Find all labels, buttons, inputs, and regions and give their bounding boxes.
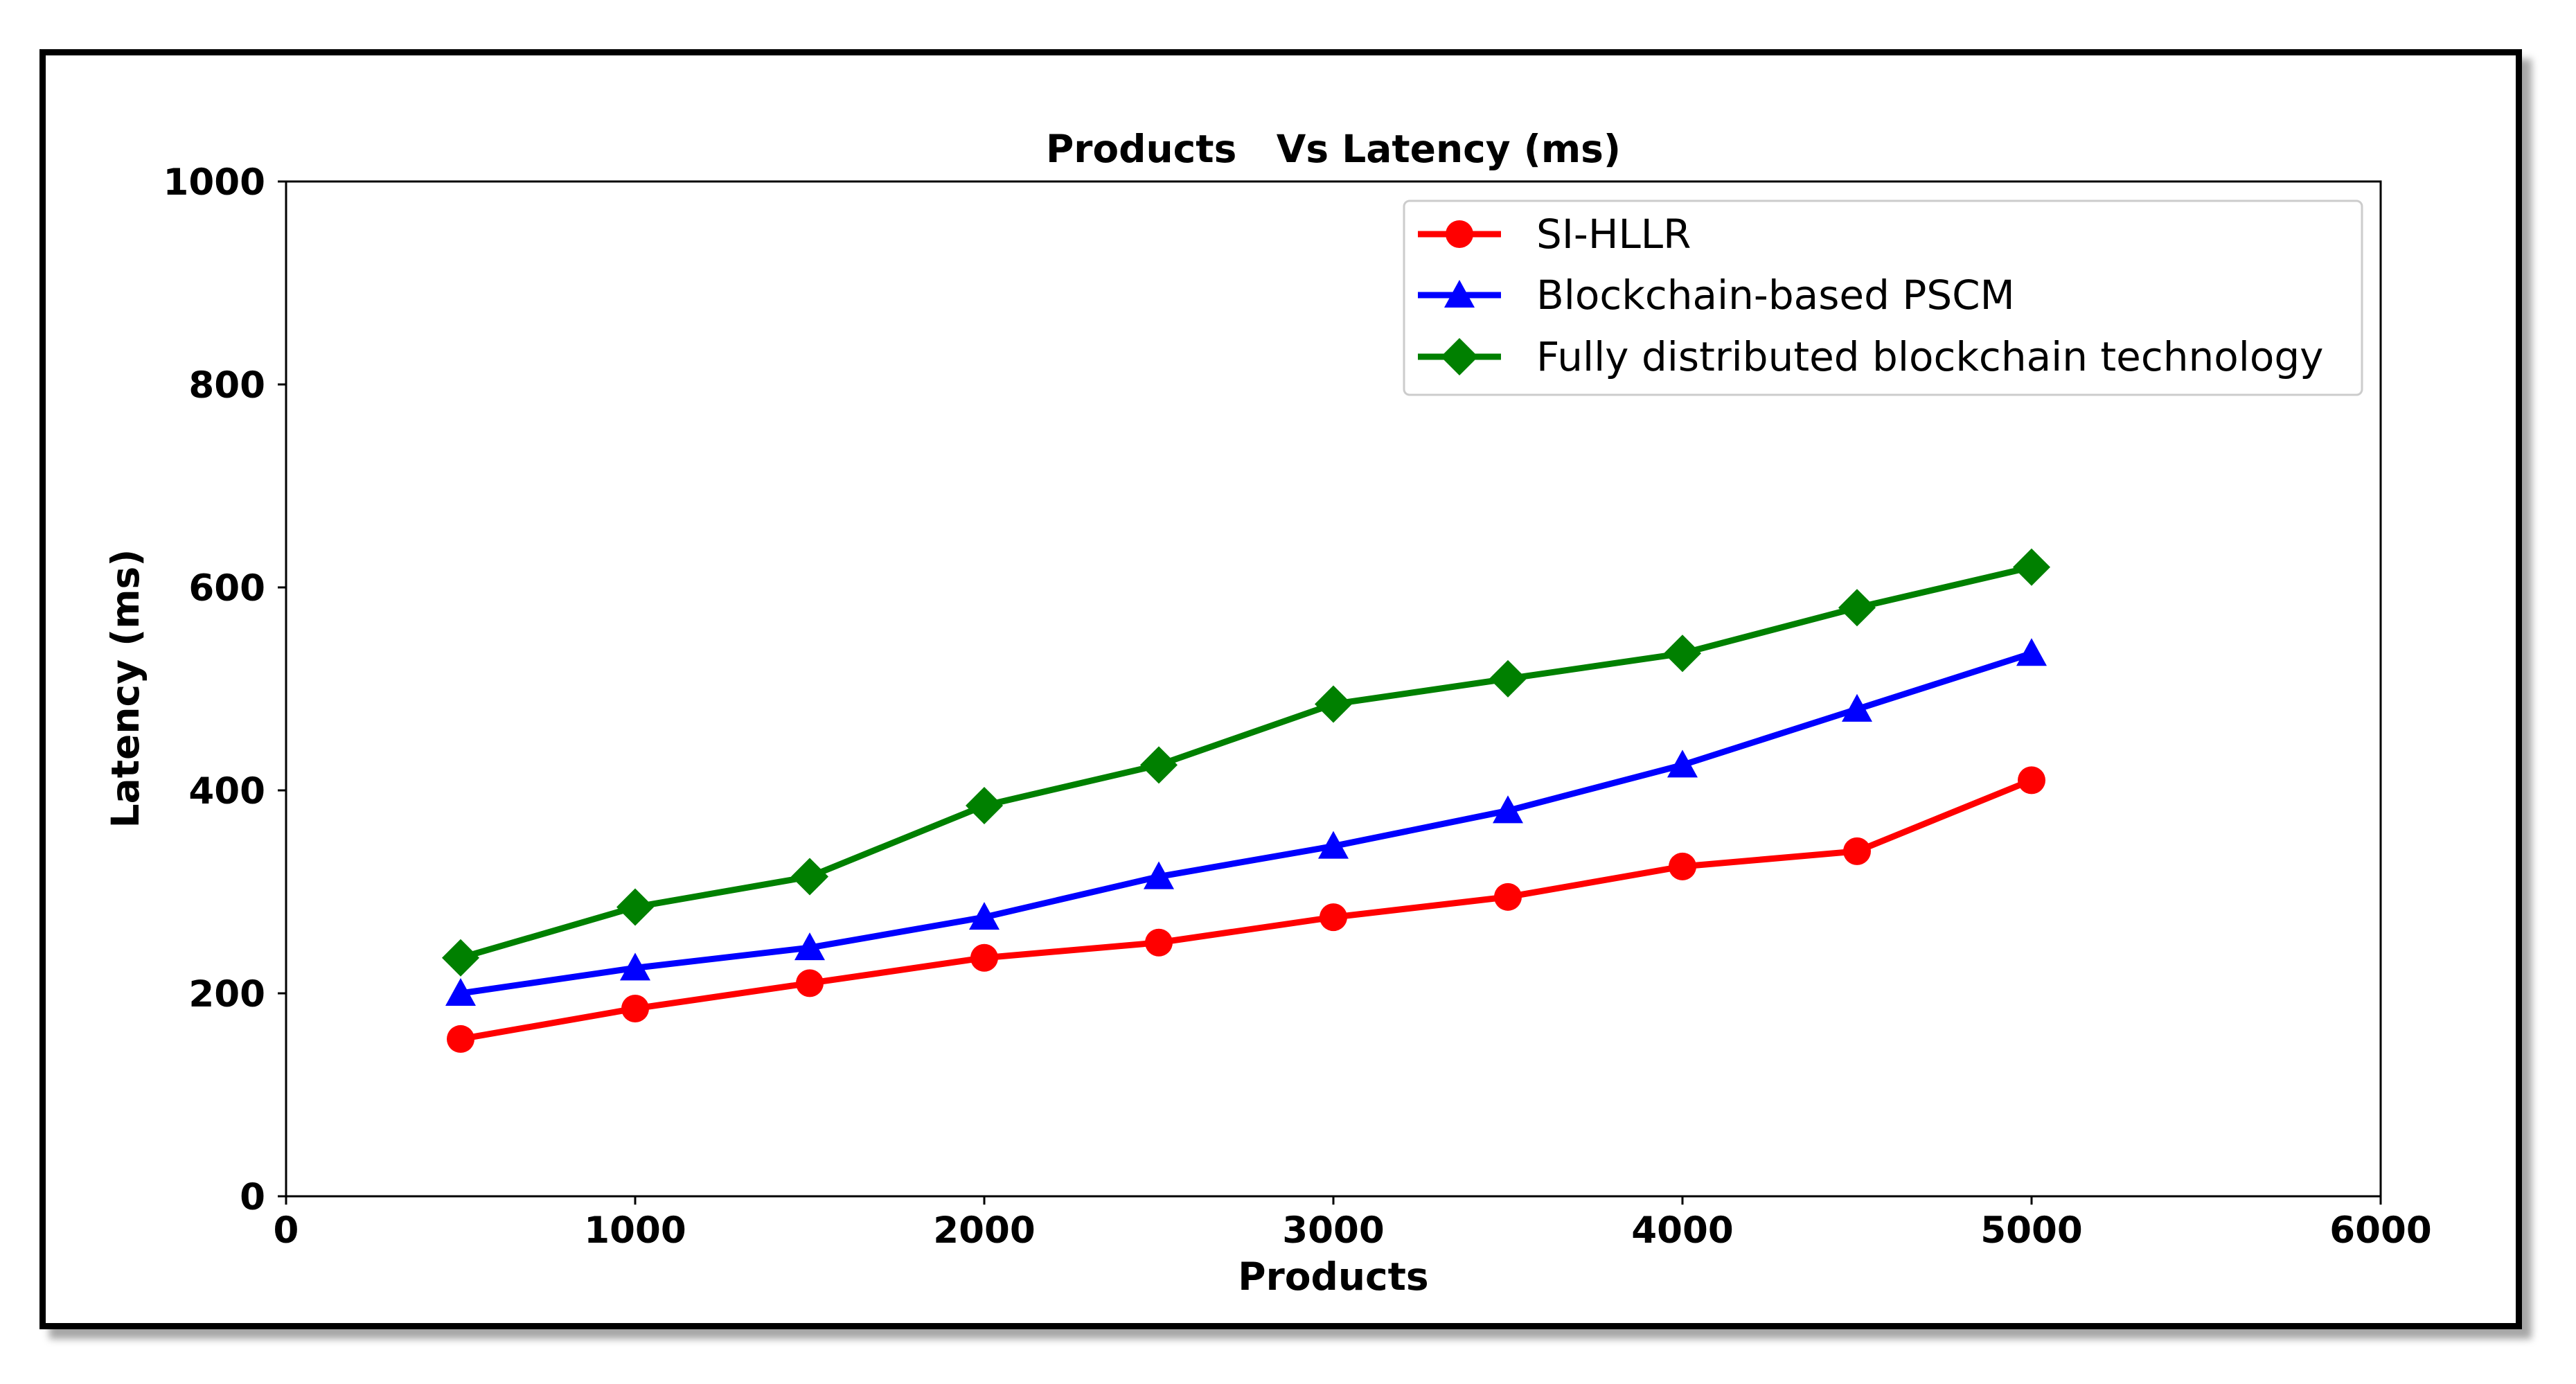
data-point	[969, 902, 1000, 930]
legend-label: Fully distributed blockchain technology	[1536, 333, 2324, 380]
legend: SI-HLLR Blockchain-based PSCM Fully distri…	[1403, 199, 2363, 396]
legend-entry: Blockchain-based PSCM	[1418, 272, 2015, 319]
data-point	[1842, 693, 1872, 722]
data-point	[1318, 831, 1349, 859]
y-tick-label: 0	[240, 1176, 265, 1218]
data-point	[794, 932, 825, 961]
y-tick-label: 1000	[163, 161, 265, 204]
x-tick-label: 5000	[1980, 1209, 2083, 1252]
series-line	[457, 650, 2035, 997]
series-0	[447, 766, 2045, 1053]
x-tick-label: 4000	[1631, 1209, 1734, 1252]
legend-marker	[1441, 338, 1478, 375]
data-point	[1664, 635, 1701, 673]
y-tick-label: 200	[188, 973, 265, 1015]
data-point	[442, 939, 479, 977]
data-point	[1144, 861, 1174, 889]
series-layer	[442, 548, 2050, 1053]
data-point	[447, 1024, 474, 1053]
chart-title: Products Vs Latency (ms)	[1046, 127, 1621, 171]
data-point	[791, 858, 828, 896]
data-point	[2016, 638, 2047, 666]
data-point	[970, 943, 998, 972]
legend-marker	[1444, 280, 1475, 308]
x-tick-label: 2000	[933, 1209, 1036, 1252]
data-point	[1494, 882, 1522, 911]
legend-entry: SI-HLLR	[1418, 211, 1691, 258]
data-point	[621, 994, 649, 1022]
data-point	[796, 969, 824, 997]
series-1	[445, 638, 2047, 1006]
x-tick-label: 3000	[1282, 1209, 1385, 1252]
series-line	[457, 564, 2035, 961]
data-point	[1315, 685, 1352, 723]
data-point	[2013, 548, 2050, 586]
data-point	[620, 952, 650, 981]
data-point	[1843, 837, 1871, 865]
data-point	[1838, 589, 1876, 627]
y-tick-label: 400	[188, 770, 265, 813]
y-tick-label: 800	[188, 364, 265, 407]
series-line	[457, 777, 2035, 1043]
y-tick-label: 600	[188, 567, 265, 610]
series-2	[442, 548, 2050, 977]
legend-marker	[1446, 220, 1473, 248]
data-point	[1320, 903, 1347, 932]
legend-entry: Fully distributed blockchain technology	[1418, 333, 2324, 380]
y-axis-label: Latency (ms)	[103, 549, 148, 828]
x-tick-label: 1000	[584, 1209, 686, 1252]
data-point	[966, 786, 1003, 824]
data-point	[445, 978, 476, 1006]
data-point	[1493, 795, 1523, 824]
x-tick-label: 6000	[2329, 1209, 2432, 1252]
legend-label: SI-HLLR	[1536, 211, 1691, 258]
data-point	[1667, 749, 1698, 778]
data-point	[1145, 928, 1173, 957]
data-point	[1489, 659, 1527, 698]
x-axis-label: Products	[1238, 1254, 1428, 1299]
x-tick-label: 0	[274, 1209, 299, 1252]
x-axis-ticks: 0 1000 2000 3000 4000 5000 6000	[274, 1196, 2432, 1252]
legend-label: Blockchain-based PSCM	[1536, 272, 2015, 319]
legend-box	[1403, 199, 2363, 396]
y-axis-ticks: 0 200 400 600 800 1000	[163, 161, 286, 1218]
data-point	[2018, 766, 2045, 795]
data-point	[616, 888, 654, 926]
data-point	[1669, 852, 1696, 880]
data-point	[1140, 746, 1178, 784]
